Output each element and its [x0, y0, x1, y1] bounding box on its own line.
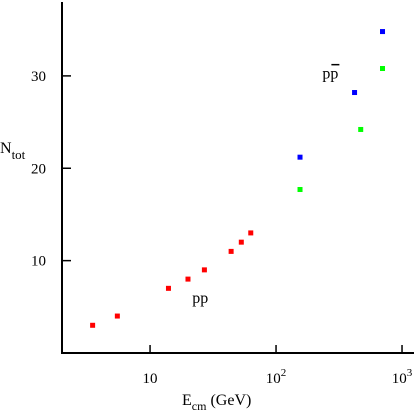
data-point [201, 267, 207, 273]
data-point [114, 313, 120, 319]
x-tick-label-base: 10 [143, 371, 158, 387]
y-tick-label: 20 [31, 161, 46, 177]
x-tick-label-base: 10 [266, 371, 281, 387]
data-points [90, 29, 386, 328]
x-tick-label-base: 10 [392, 371, 407, 387]
y-tick-label: 10 [31, 254, 46, 270]
data-point [380, 29, 386, 35]
x-tick-label: 102 [266, 367, 287, 387]
data-point [185, 276, 191, 282]
data-point [352, 90, 358, 96]
data-point [297, 154, 303, 160]
annotation-label: pp [322, 66, 338, 83]
axes [61, 2, 414, 354]
y-axis-title: Ntot [0, 140, 26, 162]
x-tick-label-exp: 3 [407, 367, 413, 379]
annotation-label: pp [192, 290, 208, 307]
y-axis-title-main: N [0, 140, 12, 157]
data-point [228, 248, 234, 254]
data-point [380, 66, 386, 72]
data-point [90, 322, 96, 328]
x-axis-title-unit: (GeV) [206, 392, 251, 409]
x-axis-title-main: E [182, 392, 192, 409]
y-axis-title-sub: tot [12, 147, 26, 162]
data-point [165, 285, 171, 291]
x-axis-title-sub: cm [192, 399, 207, 413]
y-tick-label: 30 [31, 69, 46, 85]
data-point [358, 126, 364, 132]
x-tick-label: 10 [143, 371, 158, 387]
x-tick-label: 103 [392, 367, 413, 387]
x-axis-title: Ecm (GeV) [182, 392, 251, 413]
data-point [248, 230, 254, 236]
annotations: pp pp [192, 63, 340, 307]
data-point [297, 187, 303, 193]
x-tick-label-exp: 2 [281, 367, 287, 379]
data-point [238, 239, 244, 245]
